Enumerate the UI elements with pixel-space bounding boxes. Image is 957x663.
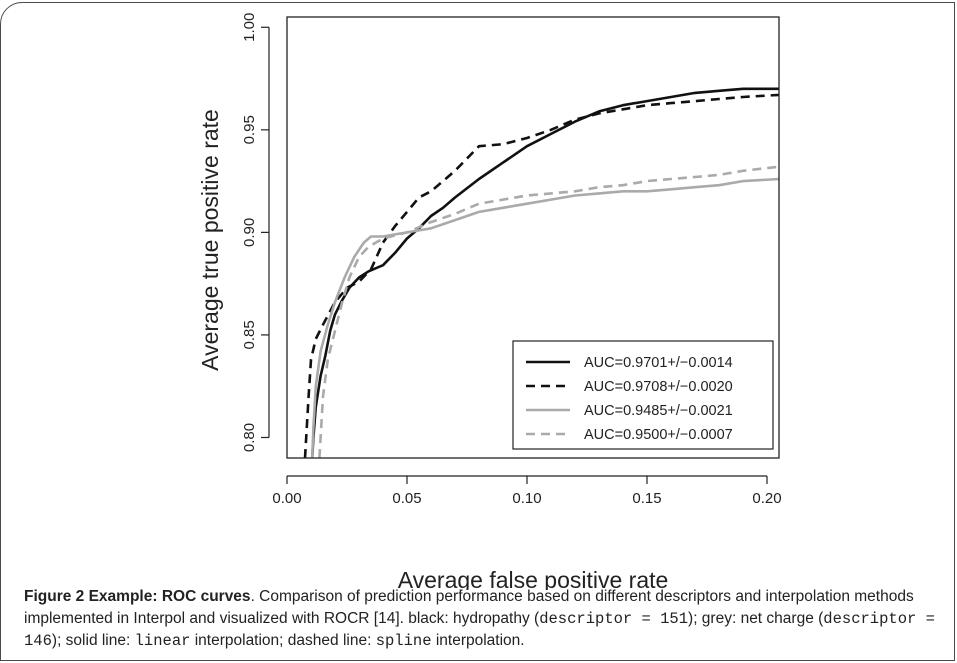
x-tick-label-4: 0.20 — [752, 490, 781, 507]
series-line-2 — [310, 177, 779, 458]
x-axis: 0.00 0.05 0.10 0.15 0.20 — [272, 475, 782, 507]
figure-caption: Figure 2 Example: ROC curves. Comparison… — [24, 586, 944, 652]
legend-label-1: AUC=0.9708+/−0.0020 — [584, 379, 733, 395]
y-tick-label-3: 0.95 — [241, 115, 258, 144]
caption-code-4: spline — [375, 632, 432, 650]
y-tick-label-1: 0.85 — [241, 320, 258, 349]
y-tick-label-0: 0.80 — [241, 423, 258, 452]
x-axis-label: Average false positive rate — [398, 567, 669, 590]
y-tick-label-4: 1.00 — [241, 13, 258, 42]
series-line-1 — [303, 93, 779, 458]
caption-code-2: descriptor = 146 — [24, 610, 935, 650]
legend-label-3: AUC=0.9500+/−0.0007 — [584, 427, 733, 443]
x-tick-label-0: 0.00 — [272, 490, 301, 507]
curves-layer — [303, 87, 779, 458]
caption-code-1: descriptor = 151 — [539, 610, 689, 628]
caption-text-2: ); grey: net charge ( — [688, 610, 824, 627]
legend-label-0: AUC=0.9701+/−0.0014 — [584, 355, 733, 371]
plot-box — [286, 16, 780, 459]
x-tick-label-1: 0.05 — [392, 490, 421, 507]
series-line-0 — [310, 87, 779, 458]
caption-text-3: ); solid line: — [51, 632, 135, 649]
legend-label-2: AUC=0.9485+/−0.0021 — [584, 403, 733, 419]
y-axis: 0.80 0.85 0.90 0.95 1.00 — [241, 13, 270, 452]
y-tick-label-2: 0.90 — [241, 218, 258, 247]
caption-text-4: interpolation; dashed line: — [190, 632, 376, 649]
caption-text-5: interpolation. — [431, 632, 525, 649]
caption-lead: Figure 2 Example: ROC curves — [24, 588, 251, 605]
x-tick-label-3: 0.15 — [632, 490, 661, 507]
roc-chart: 0.00 0.05 0.10 0.15 0.20 0.80 0.85 0.90 0.95 1.0… — [197, 13, 782, 590]
series-line-3 — [318, 165, 779, 458]
x-tick-label-2: 0.10 — [512, 490, 541, 507]
y-axis-label: Average true positive rate — [197, 109, 223, 371]
legend: AUC=0.9701+/−0.0014 AUC=0.9708+/−0.0020 AU… — [512, 340, 774, 450]
caption-text-1: . Comparison of prediction performance b… — [24, 588, 914, 627]
legend-box — [512, 340, 774, 450]
caption-code-3: linear — [134, 632, 191, 650]
